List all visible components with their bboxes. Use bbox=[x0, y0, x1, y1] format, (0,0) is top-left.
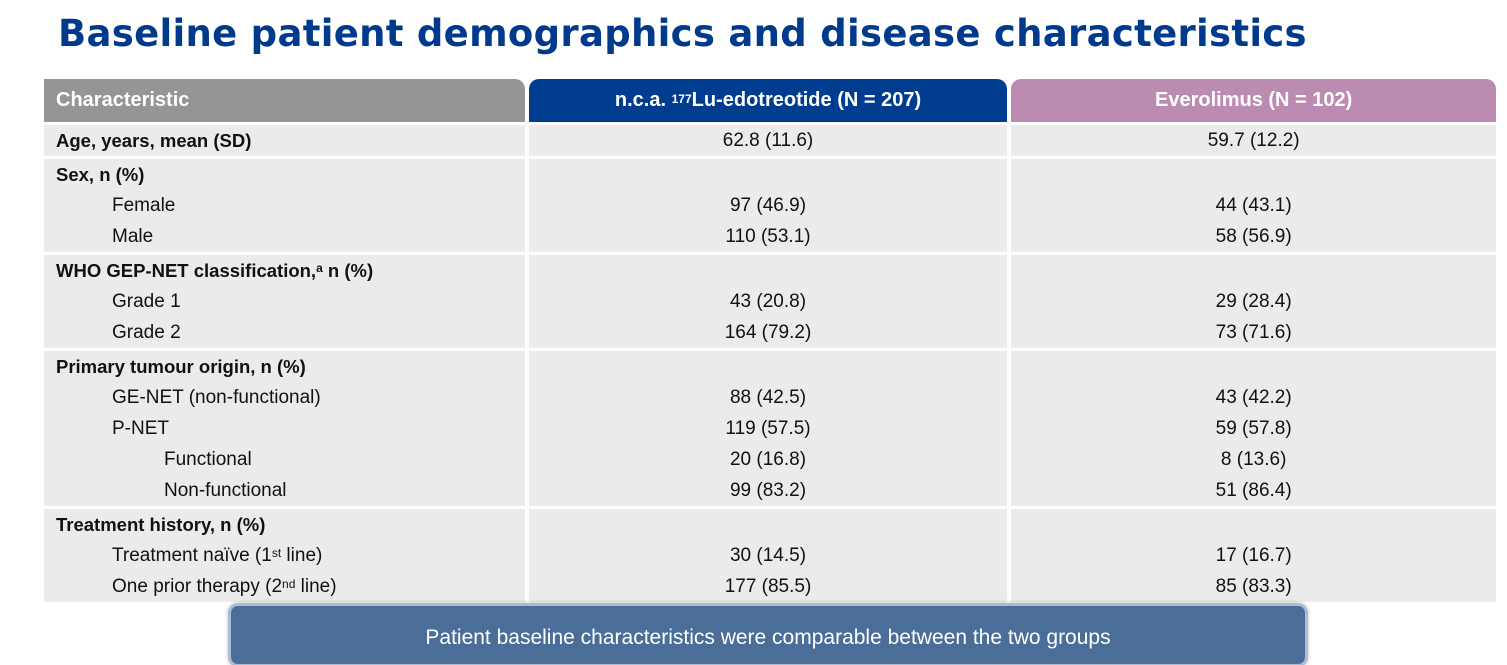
pnet-everolimus-value: 59 (57.8) bbox=[1215, 418, 1292, 439]
functional-everolimus-value: 8 (13.6) bbox=[1220, 449, 1287, 470]
genet-label: GE-NET (non-functional) bbox=[112, 387, 321, 408]
grade2-lu-value: 164 (79.2) bbox=[724, 322, 812, 343]
demographics-table: Characteristic n.c.a. 177 Lu-edotreotide … bbox=[44, 79, 1496, 602]
prior-label-text: One prior therapy (2 bbox=[112, 576, 283, 597]
functional-label: Functional bbox=[164, 449, 252, 470]
age-group: Age, years, mean (SD) 62.8 (11.6) 59.7 (… bbox=[44, 125, 1496, 156]
lu-header-isotope: 177 bbox=[671, 91, 692, 106]
who-label-suffix: n (%) bbox=[322, 260, 374, 281]
who-label-prefix: WHO GEP-NET classification, bbox=[56, 260, 317, 281]
sex-label: Sex, n (%) bbox=[56, 164, 145, 185]
naive-everolimus-value: 17 (16.7) bbox=[1215, 545, 1292, 566]
everolimus-header: Everolimus (N = 102) bbox=[1011, 79, 1496, 122]
naive-label-sup: st bbox=[271, 546, 282, 560]
male-lu-value: 110 (53.1) bbox=[725, 226, 811, 247]
genet-everolimus-value: 43 (42.2) bbox=[1215, 387, 1292, 408]
table-header: Characteristic n.c.a. 177 Lu-edotreotide … bbox=[44, 79, 1496, 122]
grade1-everolimus-value: 29 (28.4) bbox=[1215, 291, 1292, 312]
nonfunctional-label: Non-functional bbox=[164, 480, 287, 501]
lu-edotreotide-header: n.c.a. 177 Lu-edotreotide (N = 207) bbox=[528, 79, 1008, 122]
naive-label: Treatment naïve (1st line) bbox=[44, 540, 525, 571]
prior-label: One prior therapy (2nd line) bbox=[44, 571, 525, 602]
naive-label-end: line) bbox=[281, 545, 323, 566]
conclusion-callout: Patient baseline characteristics were co… bbox=[228, 603, 1308, 665]
sex-group: Sex, n (%) Female Male 97 (46.9) 110 (53… bbox=[44, 159, 1496, 252]
prior-everolimus-value: 85 (83.3) bbox=[1215, 576, 1292, 597]
origin-label: Primary tumour origin, n (%) bbox=[56, 356, 306, 377]
age-label: Age, years, mean (SD) bbox=[56, 130, 252, 151]
pnet-label: P-NET bbox=[112, 418, 169, 439]
nonfunctional-lu-value: 99 (83.2) bbox=[729, 480, 807, 501]
history-group: Treatment history, n (%) Treatment naïve… bbox=[44, 509, 1496, 602]
history-label: Treatment history, n (%) bbox=[56, 514, 266, 535]
pnet-lu-value: 119 (57.5) bbox=[725, 418, 811, 439]
grade1-lu-value: 43 (20.8) bbox=[729, 291, 807, 312]
prior-label-sup: nd bbox=[282, 577, 296, 591]
male-label: Male bbox=[112, 226, 154, 247]
age-lu-value: 62.8 (11.6) bbox=[722, 130, 814, 151]
female-label: Female bbox=[112, 195, 176, 216]
male-everolimus-value: 58 (56.9) bbox=[1215, 226, 1292, 247]
nonfunctional-everolimus-value: 51 (86.4) bbox=[1215, 480, 1292, 501]
origin-group: Primary tumour origin, n (%) GE-NET (non… bbox=[44, 351, 1496, 506]
age-everolimus-value: 59.7 (12.2) bbox=[1207, 130, 1300, 151]
grade2-label: Grade 2 bbox=[112, 322, 181, 343]
who-group: WHO GEP-NET classification,a n (%) Grade… bbox=[44, 255, 1496, 348]
lu-header-rest: Lu-edotreotide (N = 207) bbox=[691, 89, 922, 111]
characteristic-header: Characteristic bbox=[44, 79, 525, 122]
naive-lu-value: 30 (14.5) bbox=[729, 545, 807, 566]
who-footnote-marker: a bbox=[316, 261, 323, 275]
female-everolimus-value: 44 (43.1) bbox=[1215, 195, 1292, 216]
prior-lu-value: 177 (85.5) bbox=[724, 576, 812, 597]
slide-title: Baseline patient demographics and diseas… bbox=[58, 12, 1307, 55]
lu-header-prefix: n.c.a. bbox=[614, 89, 672, 111]
grade1-label: Grade 1 bbox=[112, 291, 181, 312]
functional-lu-value: 20 (16.8) bbox=[729, 449, 807, 470]
female-lu-value: 97 (46.9) bbox=[729, 195, 807, 216]
naive-label-text: Treatment naïve (1 bbox=[112, 545, 272, 566]
genet-lu-value: 88 (42.5) bbox=[729, 387, 807, 408]
prior-label-end: line) bbox=[295, 576, 337, 597]
grade2-everolimus-value: 73 (71.6) bbox=[1215, 322, 1292, 343]
who-label: WHO GEP-NET classification,a n (%) bbox=[44, 255, 525, 286]
